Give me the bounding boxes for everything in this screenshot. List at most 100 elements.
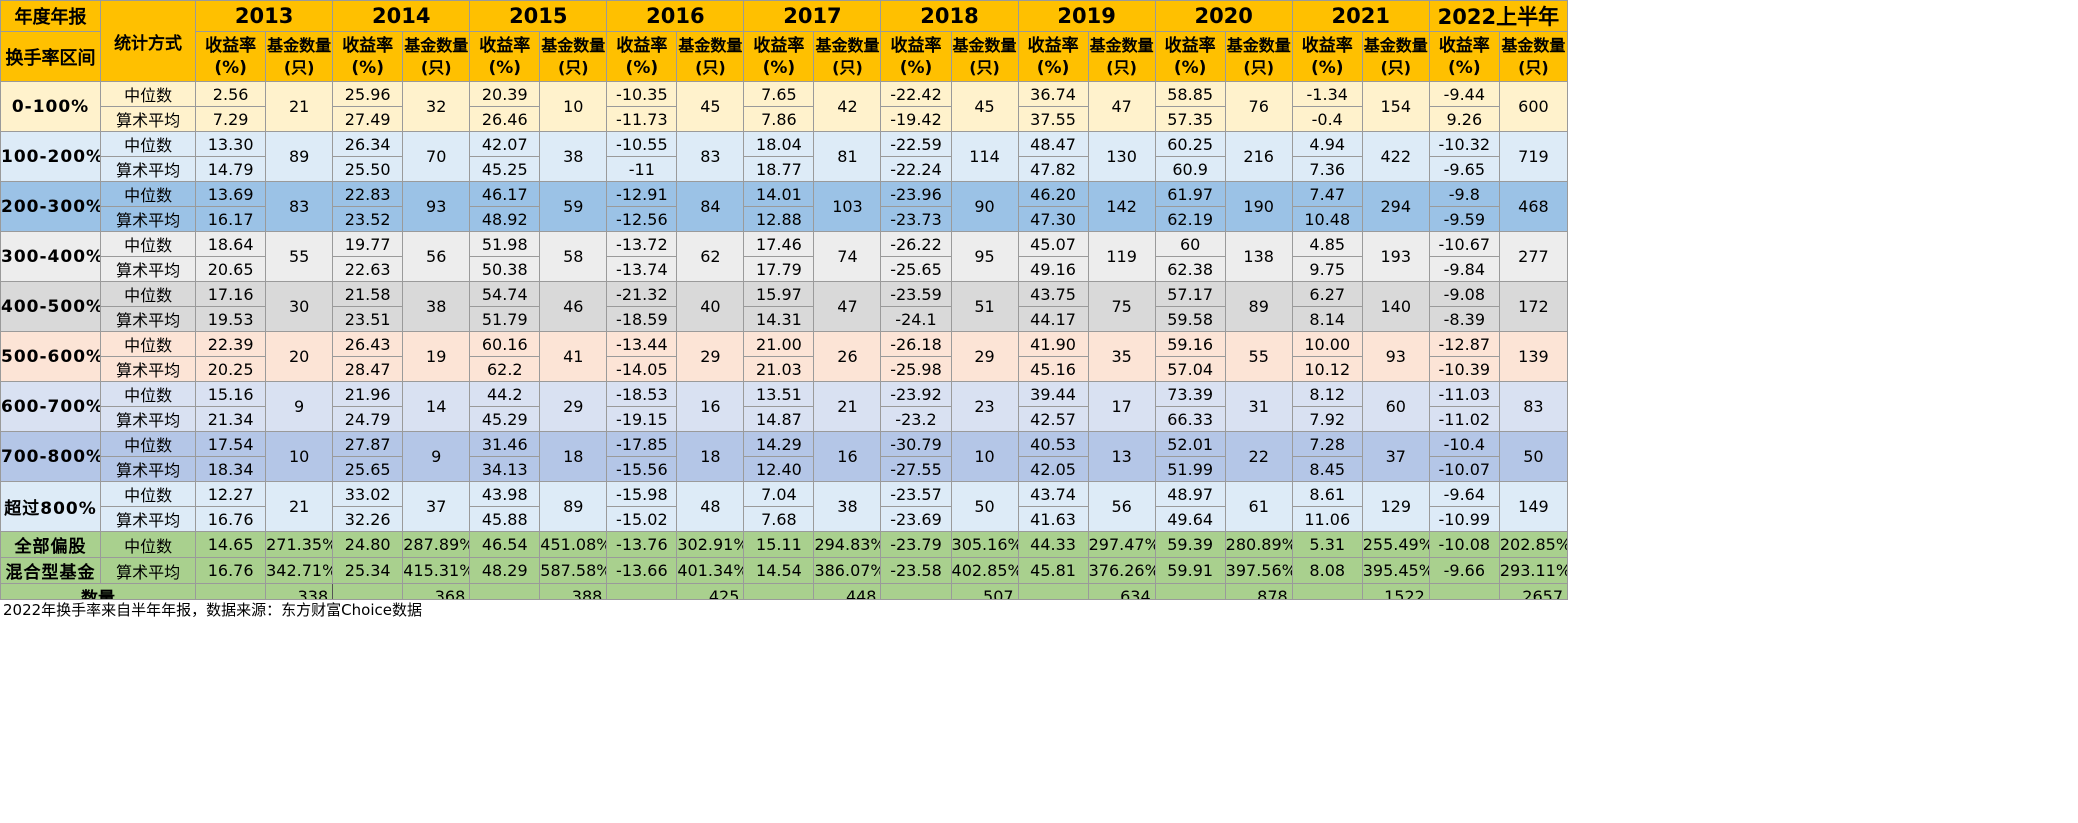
median-return-cell: -9.44	[1428, 81, 1500, 107]
mean-return-cell: 49.64	[1154, 506, 1226, 532]
turnover-band-label: 0-100%	[0, 81, 102, 132]
median-return-cell: -9.8	[1428, 181, 1500, 207]
median-return-cell: 19.77	[332, 231, 404, 257]
fund-count-cell: 9	[402, 431, 471, 482]
fund-count-cell: 38	[402, 281, 471, 332]
mean-return-cell: 14.87	[743, 406, 815, 432]
year-header: 2019	[1017, 0, 1156, 32]
mean-return-cell: -10.99	[1428, 506, 1500, 532]
return-rate-header: 收益率 (%)	[1291, 31, 1363, 82]
mean-return-cell: 17.79	[743, 256, 815, 282]
median-return-cell: 60.16	[469, 331, 541, 357]
all-mean-return-cell: 48.29	[469, 557, 541, 584]
turnover-band-label: 100-200%	[0, 131, 102, 182]
all-funds-row-median: 全部偏股 中位数 14.65 271.35% 24.80 287.89% 46.54 451.…	[0, 531, 1569, 558]
return-rate-header: 收益率 (%)	[743, 31, 815, 82]
fund-count-cell: 139	[1498, 331, 1569, 382]
header-row-metrics: 换手率区间 收益率 (%) 基金数量 (只) 收益率 (%) 基金数量 (只) 收益率 (…	[0, 31, 1569, 82]
median-return-cell: -18.53	[606, 381, 678, 407]
median-return-cell: 42.07	[469, 131, 541, 157]
fund-count-cell: 50	[1498, 431, 1569, 482]
median-return-cell: 7.28	[1291, 431, 1363, 457]
mean-return-cell: 7.29	[195, 106, 267, 132]
median-return-cell: 18.64	[195, 231, 267, 257]
mean-return-cell: -11	[606, 156, 678, 182]
median-return-cell: 46.17	[469, 181, 541, 207]
median-return-cell: -23.92	[880, 381, 952, 407]
year-header: 2017	[743, 0, 882, 32]
mean-return-cell: 18.34	[195, 456, 267, 482]
mean-return-cell: 45.88	[469, 506, 541, 532]
mean-return-cell: 45.29	[469, 406, 541, 432]
fund-count-cell: 32	[402, 81, 471, 132]
fund-count-cell: 29	[676, 331, 745, 382]
fund-count-cell: 20	[265, 331, 334, 382]
all-median-turnover-cell: 255.49%	[1361, 531, 1430, 558]
method-mean-label: 算术平均	[100, 156, 197, 182]
median-return-cell: 45.07	[1017, 231, 1089, 257]
median-return-cell: 22.39	[195, 331, 267, 357]
return-rate-header: 收益率 (%)	[195, 31, 267, 82]
fund-count-header: 基金数量 (只)	[539, 31, 608, 82]
median-return-cell: 6.27	[1291, 281, 1363, 307]
mean-return-cell: 51.99	[1154, 456, 1226, 482]
mean-return-cell: 21.34	[195, 406, 267, 432]
fund-count-cell: 35	[1087, 331, 1156, 382]
fund-count-header-text: 基金数量 (只)	[1501, 35, 1566, 77]
all-median-return-cell: 24.80	[332, 531, 404, 558]
mean-return-cell: 59.58	[1154, 306, 1226, 332]
mean-return-cell: 10.48	[1291, 206, 1363, 232]
band-row-mean: 算术平均 16.76 32.26 45.88 -15.02 7.68 -23.69 41.63…	[0, 506, 1568, 532]
mean-return-cell: -9.84	[1428, 256, 1500, 282]
all-median-turnover-cell: 280.89%	[1224, 531, 1293, 558]
all-mean-turnover-cell: 587.58%	[539, 557, 608, 584]
band-row-mean: 算术平均 19.53 23.51 51.79 -18.59 14.31 -24.1 44.17…	[0, 306, 1568, 332]
fund-count-cell: 21	[813, 381, 882, 432]
median-return-cell: -12.87	[1428, 331, 1500, 357]
median-return-cell: 58.85	[1154, 81, 1226, 107]
fund-count-header-text: 基金数量 (只)	[1363, 35, 1428, 77]
fund-count-cell: 48	[676, 481, 745, 532]
fund-count-cell: 29	[539, 381, 608, 432]
fund-count-cell: 90	[950, 181, 1019, 232]
median-return-cell: -26.22	[880, 231, 952, 257]
fund-count-cell: 93	[402, 181, 471, 232]
method-mean-label: 算术平均	[100, 456, 197, 482]
return-rate-header: 收益率 (%)	[1154, 31, 1226, 82]
mean-return-cell: 44.17	[1017, 306, 1089, 332]
turnover-band-label: 200-300%	[0, 181, 102, 232]
mean-return-cell: 20.65	[195, 256, 267, 282]
band-row-median: 400-500% 中位数 17.16 30 21.58 38 54.74 46 -21.32 40…	[0, 281, 1569, 332]
fund-count-cell: 14	[402, 381, 471, 432]
median-return-cell: 13.51	[743, 381, 815, 407]
return-rate-header-text: 收益率 (%)	[342, 35, 394, 78]
fund-count-header: 基金数量 (只)	[1087, 31, 1156, 82]
corner-band-label: 换手率区间	[0, 31, 102, 82]
all-mean-turnover-cell: 395.45%	[1361, 557, 1430, 584]
fund-count-cell: 38	[813, 481, 882, 532]
all-funds-row-mean: 混合型基金 算术平均 16.76 342.71% 25.34 415.31% 48.29 58…	[0, 557, 1569, 584]
median-return-cell: 2.56	[195, 81, 267, 107]
median-return-cell: 15.16	[195, 381, 267, 407]
mean-return-cell: 37.55	[1017, 106, 1089, 132]
median-return-cell: 20.39	[469, 81, 541, 107]
mean-return-cell: -8.39	[1428, 306, 1500, 332]
return-rate-header-text: 收益率 (%)	[1301, 35, 1353, 78]
mean-return-cell: 9.26	[1428, 106, 1500, 132]
fund-count-cell: 17	[1087, 381, 1156, 432]
fund-count-cell: 154	[1361, 81, 1430, 132]
mean-return-cell: 42.57	[1017, 406, 1089, 432]
all-mean-turnover-cell: 386.07%	[813, 557, 882, 584]
all-median-turnover-cell: 305.16%	[950, 531, 1019, 558]
header-row-years: 年度年报 统计方式 2013 2014 2015 2016 2017 2018 2019 2020…	[0, 0, 1569, 82]
mean-return-cell: -11.73	[606, 106, 678, 132]
mean-return-cell: 60.9	[1154, 156, 1226, 182]
mean-return-cell: 16.17	[195, 206, 267, 232]
fund-count-cell: 47	[813, 281, 882, 332]
fund-count-cell: 93	[1361, 331, 1430, 382]
return-rate-header-text: 收益率 (%)	[1027, 35, 1079, 78]
mean-return-cell: 62.2	[469, 356, 541, 382]
mean-return-cell: 14.79	[195, 156, 267, 182]
mean-return-cell: 16.76	[195, 506, 267, 532]
mean-return-cell: 7.92	[1291, 406, 1363, 432]
